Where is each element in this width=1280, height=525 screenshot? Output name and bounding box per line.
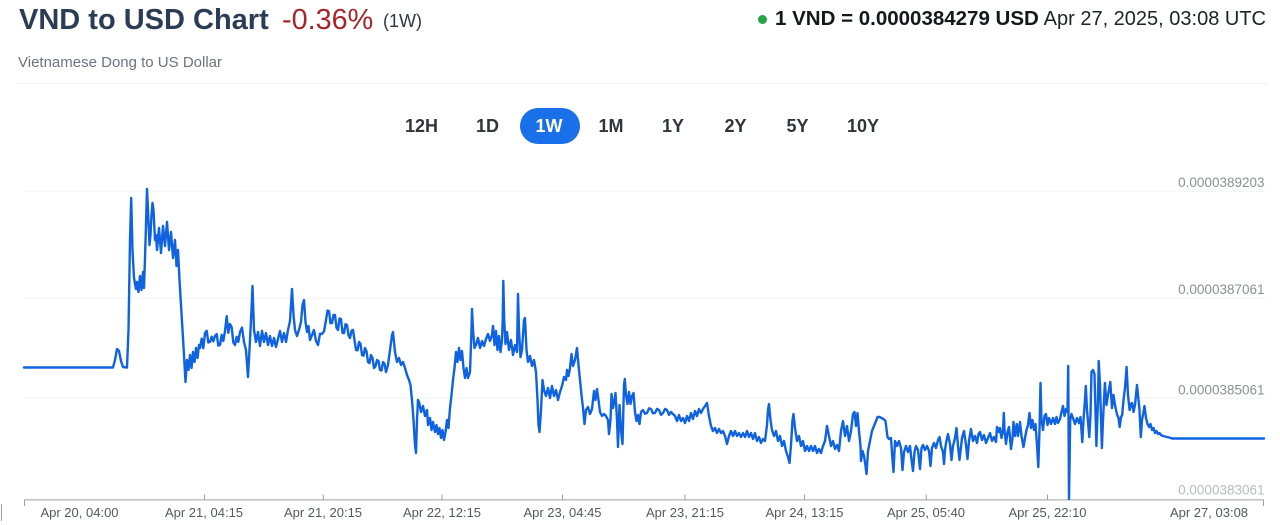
svg-text:Apr 20, 04:00: Apr 20, 04:00 [40,505,118,520]
svg-text:Apr 27, 03:08: Apr 27, 03:08 [1170,505,1248,520]
svg-text:0.0000387061: 0.0000387061 [1178,282,1264,297]
svg-text:Apr 24, 13:15: Apr 24, 13:15 [765,505,843,520]
svg-text:Apr 25, 05:40: Apr 25, 05:40 [887,505,965,520]
svg-text:Apr 21, 20:15: Apr 21, 20:15 [284,505,362,520]
svg-text:Apr 23, 21:15: Apr 23, 21:15 [646,505,724,520]
svg-text:Apr 22, 12:15: Apr 22, 12:15 [403,505,481,520]
svg-text:0.0000383061: 0.0000383061 [1178,482,1264,497]
svg-text:0.0000385061: 0.0000385061 [1178,382,1264,397]
svg-text:0.0000389203: 0.0000389203 [1178,175,1264,190]
svg-text:Apr 23, 04:45: Apr 23, 04:45 [523,505,601,520]
svg-text:Apr 21, 04:15: Apr 21, 04:15 [165,505,243,520]
svg-text:Apr 25, 22:10: Apr 25, 22:10 [1008,505,1086,520]
